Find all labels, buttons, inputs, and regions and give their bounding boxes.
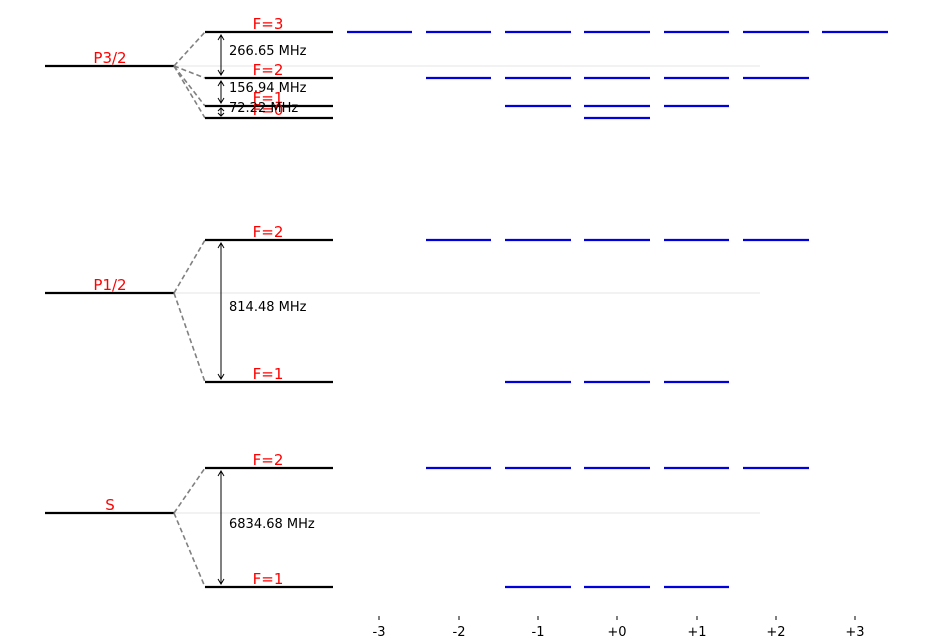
manifold-label-p1-2: P1/2 bbox=[93, 276, 126, 294]
manifold-p1-2: P1/2 F=2 F=1 814.48 MHz bbox=[45, 223, 809, 384]
splitting-arrow-p3-2-f1-f0 bbox=[217, 107, 225, 117]
splitting-arrow-p3-2-f3-f2 bbox=[217, 34, 225, 76]
splitting-label-p3-2-f1-f0: 72.22 MHz bbox=[229, 101, 298, 116]
splitting-label-p3-2-f3-f2: 266.65 MHz bbox=[229, 44, 307, 59]
manifold-s: S F=2 F=1 6834.68 MHz bbox=[45, 451, 809, 589]
mf-axis: -3 -2 -1 +0 +1 +2 +3 bbox=[373, 616, 865, 640]
mf-tick-label: +0 bbox=[607, 625, 626, 640]
connector-p3-2-f2 bbox=[173, 65, 206, 79]
manifold-label-p3-2: P3/2 bbox=[93, 49, 126, 67]
level-label-s-f2: F=2 bbox=[253, 451, 284, 469]
level-label-p1-2-f2: F=2 bbox=[253, 223, 284, 241]
mf-tick-label: -3 bbox=[373, 625, 386, 640]
manifold-label-s: S bbox=[105, 496, 115, 514]
manifold-p3-2: P3/2 F=3 F=2 F=1 F=0 266.65 MHz 15 bbox=[45, 15, 888, 120]
connector-p1-2-f2 bbox=[173, 239, 206, 294]
connector-s-f1 bbox=[173, 512, 206, 588]
level-label-p3-2-f2: F=2 bbox=[253, 61, 284, 79]
zeeman-sublevels-p3-2 bbox=[347, 30, 888, 120]
splitting-label-p1-2: 814.48 MHz bbox=[229, 300, 307, 315]
zeeman-sublevels-p1-2 bbox=[426, 238, 809, 384]
level-label-s-f1: F=1 bbox=[253, 570, 284, 588]
level-label-p1-2-f1: F=1 bbox=[253, 365, 284, 383]
zeeman-sublevels-s bbox=[426, 466, 809, 589]
connector-p3-2-f1 bbox=[173, 65, 206, 107]
mf-tick-label: -1 bbox=[532, 625, 545, 640]
level-label-p3-2-f1: F=1 bbox=[253, 89, 284, 107]
connector-p3-2-f0 bbox=[173, 65, 206, 119]
splitting-arrow-p3-2-f2-f1 bbox=[217, 80, 225, 104]
level-label-p3-2-f0: F=0 bbox=[253, 101, 284, 119]
splitting-label-p3-2-f2-f1: 156.94 MHz bbox=[229, 81, 307, 96]
connector-s-f2 bbox=[173, 467, 206, 514]
splitting-label-s: 6834.68 MHz bbox=[229, 517, 315, 532]
connector-p1-2-f1 bbox=[173, 292, 206, 383]
splitting-arrow-p1-2 bbox=[217, 242, 225, 380]
mf-tick-label: -2 bbox=[453, 625, 466, 640]
level-label-p3-2-f3: F=3 bbox=[253, 15, 284, 33]
mf-tick-label: +3 bbox=[845, 625, 864, 640]
mf-tick-label: +1 bbox=[687, 625, 706, 640]
splitting-arrow-s bbox=[217, 470, 225, 585]
connector-p3-2-f3 bbox=[173, 31, 206, 67]
mf-tick-label: +2 bbox=[766, 625, 785, 640]
